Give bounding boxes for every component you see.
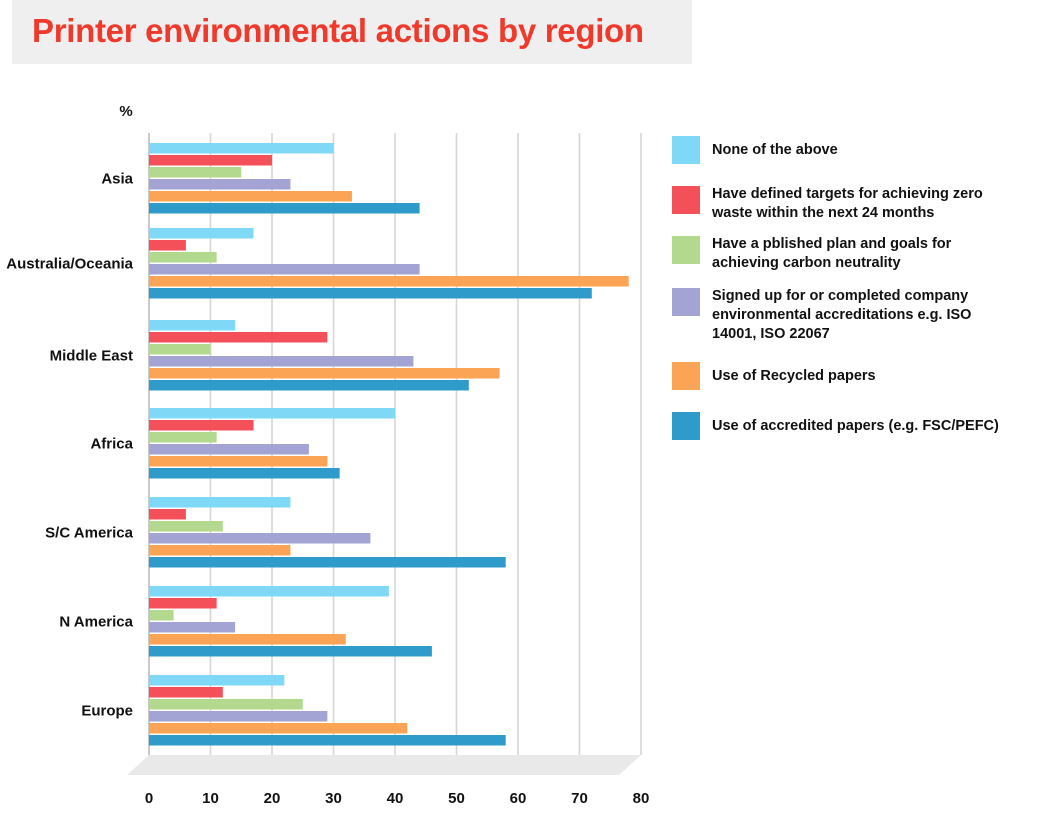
unit-label: % [119,103,132,120]
bar [149,723,408,734]
x-tick-label: 50 [448,790,465,807]
bar [149,634,346,645]
title-banner [12,0,692,64]
bar [149,432,217,443]
category-label: Europe [81,702,133,719]
bar [149,191,352,202]
bar [149,288,592,299]
x-tick-label: 10 [202,790,219,807]
bar [149,533,371,544]
legend-label: Use of Recycled papers [712,368,876,384]
bar [149,240,186,251]
bar [149,252,217,263]
category-label: Middle East [50,347,133,364]
bar [149,646,432,657]
bar [149,264,420,275]
bar [149,586,389,597]
x-tick-label: 30 [325,790,342,807]
bar [149,167,242,178]
x-tick-label: 0 [145,790,153,807]
legend-item: Use of Recycled papers [672,362,1012,390]
bar [149,456,328,467]
legend: None of the above Have defined targets fo… [672,0,1032,460]
legend-label: Have defined targets for achieving zero … [712,186,983,221]
category-label: Asia [101,170,133,187]
bar [149,179,291,190]
legend-item: None of the above [672,136,1012,164]
legend-item: Signed up for or completed company envir… [672,288,1012,344]
legend-item: Have a pblished plan and goals for achie… [672,236,1012,273]
legend-swatch [672,362,700,390]
bar [149,228,254,239]
bar [149,420,254,431]
bar [149,344,211,355]
bar [149,143,334,154]
bar [149,320,236,331]
x-tick-label: 60 [510,790,527,807]
bar [149,203,420,214]
bar [149,711,328,722]
legend-swatch [672,186,700,214]
bar [149,155,272,166]
category-label: Australia/Oceania [6,255,133,272]
bar [149,521,223,532]
legend-item: Have defined targets for achieving zero … [672,186,1012,223]
bar [149,332,328,343]
legend-swatch [672,136,700,164]
bar [149,687,223,698]
bar [149,497,291,508]
x-tick-label: 20 [264,790,281,807]
legend-swatch [672,236,700,264]
bar [149,545,291,556]
chart-floor [127,755,641,775]
bar [149,276,629,287]
bar [149,368,500,379]
bar [149,444,309,455]
legend-label: None of the above [712,142,838,158]
legend-item: Use of accredited papers (e.g. FSC/PEFC) [672,412,1012,440]
legend-swatch [672,412,700,440]
bar [149,622,236,633]
bar [149,598,217,609]
category-label: N America [59,613,133,630]
bar [149,735,506,746]
legend-label: Have a pblished plan and goals for achie… [712,236,952,271]
chart-title: Printer environmental actions by region [32,12,644,49]
bar [149,557,506,568]
bar [149,356,414,367]
legend-label: Use of accredited papers (e.g. FSC/PEFC) [712,418,999,434]
bar [149,408,395,419]
category-label: Africa [90,435,133,452]
x-tick-label: 40 [387,790,404,807]
x-tick-label: 70 [571,790,588,807]
legend-swatch [672,288,700,316]
bar [149,509,186,520]
legend-label: Signed up for or completed company envir… [712,288,972,342]
bar [149,675,285,686]
bar [149,380,469,391]
category-label: S/C America [45,524,133,541]
bar [149,610,174,621]
bar [149,699,303,710]
bar [149,468,340,479]
x-tick-label: 80 [633,790,650,807]
